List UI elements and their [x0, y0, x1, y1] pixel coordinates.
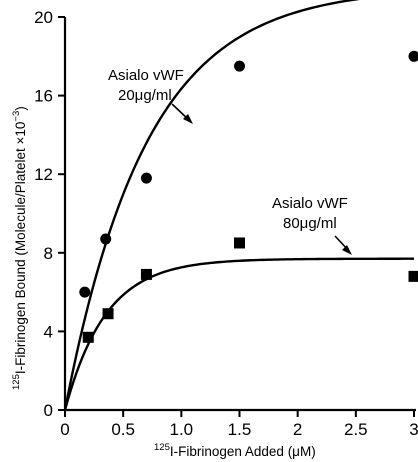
fit-curves [63, 0, 415, 411]
series-1-arrowhead [183, 114, 193, 124]
axis-ticks: 0 0.5 1.0 1.5 2 2.5 3 0 4 8 12 16 20 [34, 8, 418, 439]
series-1-label-line1: Asialo vWF [108, 67, 184, 84]
y-axis-label-text: I-Fibrinogen Bound (Molecule/Platelet ×1… [13, 122, 28, 375]
point-series-1 [234, 60, 245, 72]
x-tick-label: 0 [60, 420, 69, 439]
fit-curve-series-1 [63, 0, 361, 411]
y-axis-label-superscript: 125 [11, 374, 22, 390]
x-tick-label: 2 [293, 420, 302, 439]
y-tick-label: 12 [34, 165, 53, 184]
series-2-label-line1: Asialo vWF [272, 195, 348, 212]
y-axis-label: 125I-Fibrinogen Bound (Molecule/Platelet… [11, 106, 28, 390]
y-axis-label-close: ) [13, 106, 28, 111]
y-tick-label: 4 [44, 322, 53, 341]
x-tick-label: 0.5 [111, 420, 135, 439]
series-2-label-line2: 80μg/ml [283, 215, 337, 232]
point-series-2 [82, 331, 94, 343]
y-tick-label: 16 [34, 87, 53, 106]
point-series-1 [408, 50, 418, 62]
x-tick-label: 2.5 [344, 420, 368, 439]
series-1-label-line2: 20μg/ml [118, 87, 172, 104]
x-tick-label: 1.0 [170, 420, 194, 439]
x-axis-label-superscript: 125 [154, 442, 170, 453]
y-tick-label: 20 [34, 8, 53, 27]
series-2-arrowhead [342, 245, 352, 255]
y-tick-label: 8 [44, 244, 53, 263]
point-series-2 [408, 270, 418, 282]
point-series-2 [102, 308, 114, 320]
fit-curve-series-2 [63, 257, 415, 411]
x-tick-label: 1.5 [228, 420, 252, 439]
point-series-2 [234, 237, 245, 249]
point-series-1 [79, 286, 91, 298]
x-tick-label: 3 [409, 420, 418, 439]
point-series-2 [140, 268, 152, 280]
y-tick-label: 0 [44, 401, 53, 420]
x-axis-label: 125I-Fibrinogen Added (μM) [154, 442, 316, 459]
point-series-1 [100, 233, 112, 245]
x-axis-label-text: I-Fibrinogen Added (μM) [170, 444, 316, 459]
point-series-1 [140, 172, 152, 184]
y-axis-label-exponent: −3 [11, 111, 22, 122]
data-points [79, 50, 418, 343]
